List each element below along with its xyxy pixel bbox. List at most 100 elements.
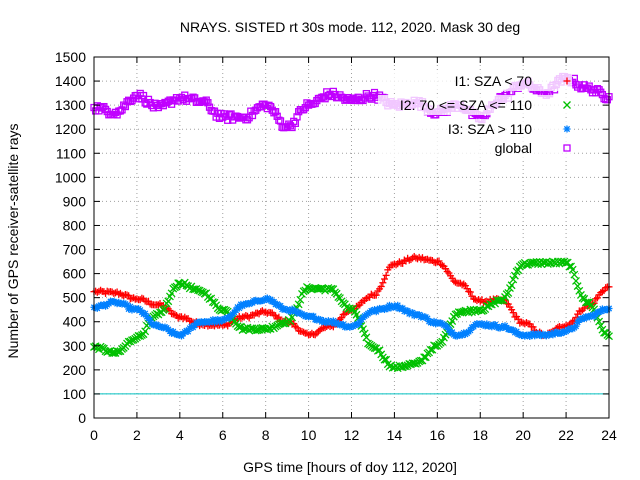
data-point — [146, 300, 154, 308]
legend-entry: I1: SZA < 70 — [378, 71, 572, 91]
data-point — [271, 108, 280, 116]
data-point — [603, 283, 611, 291]
ticks: 0100200300400500600700800900100011001200… — [55, 49, 617, 443]
data-point — [258, 323, 267, 332]
y-tick-label: 1200 — [55, 121, 86, 137]
x-tick-label: 4 — [176, 427, 184, 443]
data-point — [372, 291, 380, 299]
y-axis-label: Number of GPS receiver-satellite rays — [5, 124, 21, 359]
x-tick-label: 8 — [262, 427, 270, 443]
data-point — [279, 319, 288, 328]
data-point — [237, 314, 245, 322]
data-point — [575, 286, 584, 295]
x-axis-label: GPS time [hours of doy 112, 2020] — [243, 459, 457, 475]
data-point — [338, 314, 346, 322]
data-point — [294, 300, 303, 309]
data-point — [171, 310, 179, 318]
data-point — [362, 333, 371, 342]
legend-entry: I3: SZA > 110 — [378, 119, 572, 139]
data-point — [423, 255, 431, 263]
data-point — [451, 310, 460, 319]
data-point — [123, 291, 131, 299]
legend-entry-background — [378, 138, 572, 158]
data-point — [581, 298, 590, 307]
data-point — [139, 91, 148, 100]
data-point — [291, 322, 299, 330]
y-tick-label: 1500 — [55, 49, 86, 65]
data-point — [194, 286, 202, 295]
x-tick-label: 22 — [558, 427, 574, 443]
data-point — [293, 324, 301, 332]
data-point — [392, 261, 400, 269]
x-tick-label: 14 — [387, 427, 403, 443]
data-point — [407, 256, 415, 264]
data-point — [522, 319, 530, 327]
y-tick-label: 1300 — [55, 97, 86, 113]
data-point — [507, 281, 516, 290]
data-point — [598, 288, 606, 296]
data-point — [164, 297, 173, 306]
data-point — [458, 281, 466, 289]
legend-marker — [563, 77, 571, 85]
data-point — [243, 116, 252, 124]
legend-label: I3: SZA > 110 — [448, 121, 532, 137]
data-point — [593, 294, 601, 302]
data-point — [244, 312, 252, 320]
y-tick-label: 1000 — [55, 169, 86, 185]
data-point — [161, 305, 169, 313]
legend-entry: global — [378, 138, 572, 158]
y-tick-label: 300 — [63, 338, 87, 354]
data-point — [258, 307, 266, 315]
legend-entry: I2: 70 <= SZA <= 110 — [378, 95, 572, 115]
data-point — [504, 300, 512, 308]
data-point — [299, 106, 308, 114]
y-tick-label: 200 — [63, 362, 87, 378]
data-point — [443, 268, 451, 276]
y-tick-label: 700 — [63, 242, 87, 258]
data-point — [136, 296, 144, 304]
data-point — [451, 278, 459, 286]
x-tick-label: 2 — [133, 427, 141, 443]
data-point — [296, 295, 305, 304]
y-tick-label: 400 — [63, 314, 87, 330]
legend-entry-background — [378, 119, 572, 139]
data-point — [272, 312, 280, 320]
x-tick-label: 10 — [301, 427, 317, 443]
data-point — [367, 290, 375, 298]
data-point — [510, 271, 519, 280]
data-point — [366, 293, 374, 301]
data-point — [97, 286, 105, 294]
data-point — [379, 279, 387, 287]
legend-marker — [563, 125, 571, 133]
data-point — [270, 311, 278, 319]
y-tick-label: 0 — [78, 410, 86, 426]
data-point — [204, 99, 212, 107]
data-point — [461, 282, 469, 290]
data-point — [130, 294, 138, 302]
data-point — [395, 258, 403, 266]
data-point — [466, 288, 474, 296]
data-point — [166, 307, 174, 315]
data-point — [492, 296, 501, 305]
data-point — [596, 321, 605, 330]
data-point — [316, 284, 325, 293]
data-point — [239, 313, 247, 321]
data-point — [253, 309, 261, 317]
data-point — [110, 289, 118, 297]
data-point — [410, 359, 419, 368]
legend-label: I2: 70 <= SZA <= 110 — [400, 97, 532, 113]
data-point — [300, 328, 308, 336]
data-point — [529, 258, 538, 267]
data-point — [573, 282, 582, 291]
data-point — [256, 324, 265, 333]
data-point — [438, 337, 447, 346]
data-point — [603, 330, 612, 339]
data-point — [529, 323, 537, 331]
data-point — [345, 304, 354, 313]
data-point — [539, 258, 547, 267]
data-point — [577, 307, 585, 315]
legend-marker — [563, 101, 571, 109]
y-tick-label: 1100 — [56, 145, 86, 161]
x-tick-label: 16 — [430, 427, 446, 443]
